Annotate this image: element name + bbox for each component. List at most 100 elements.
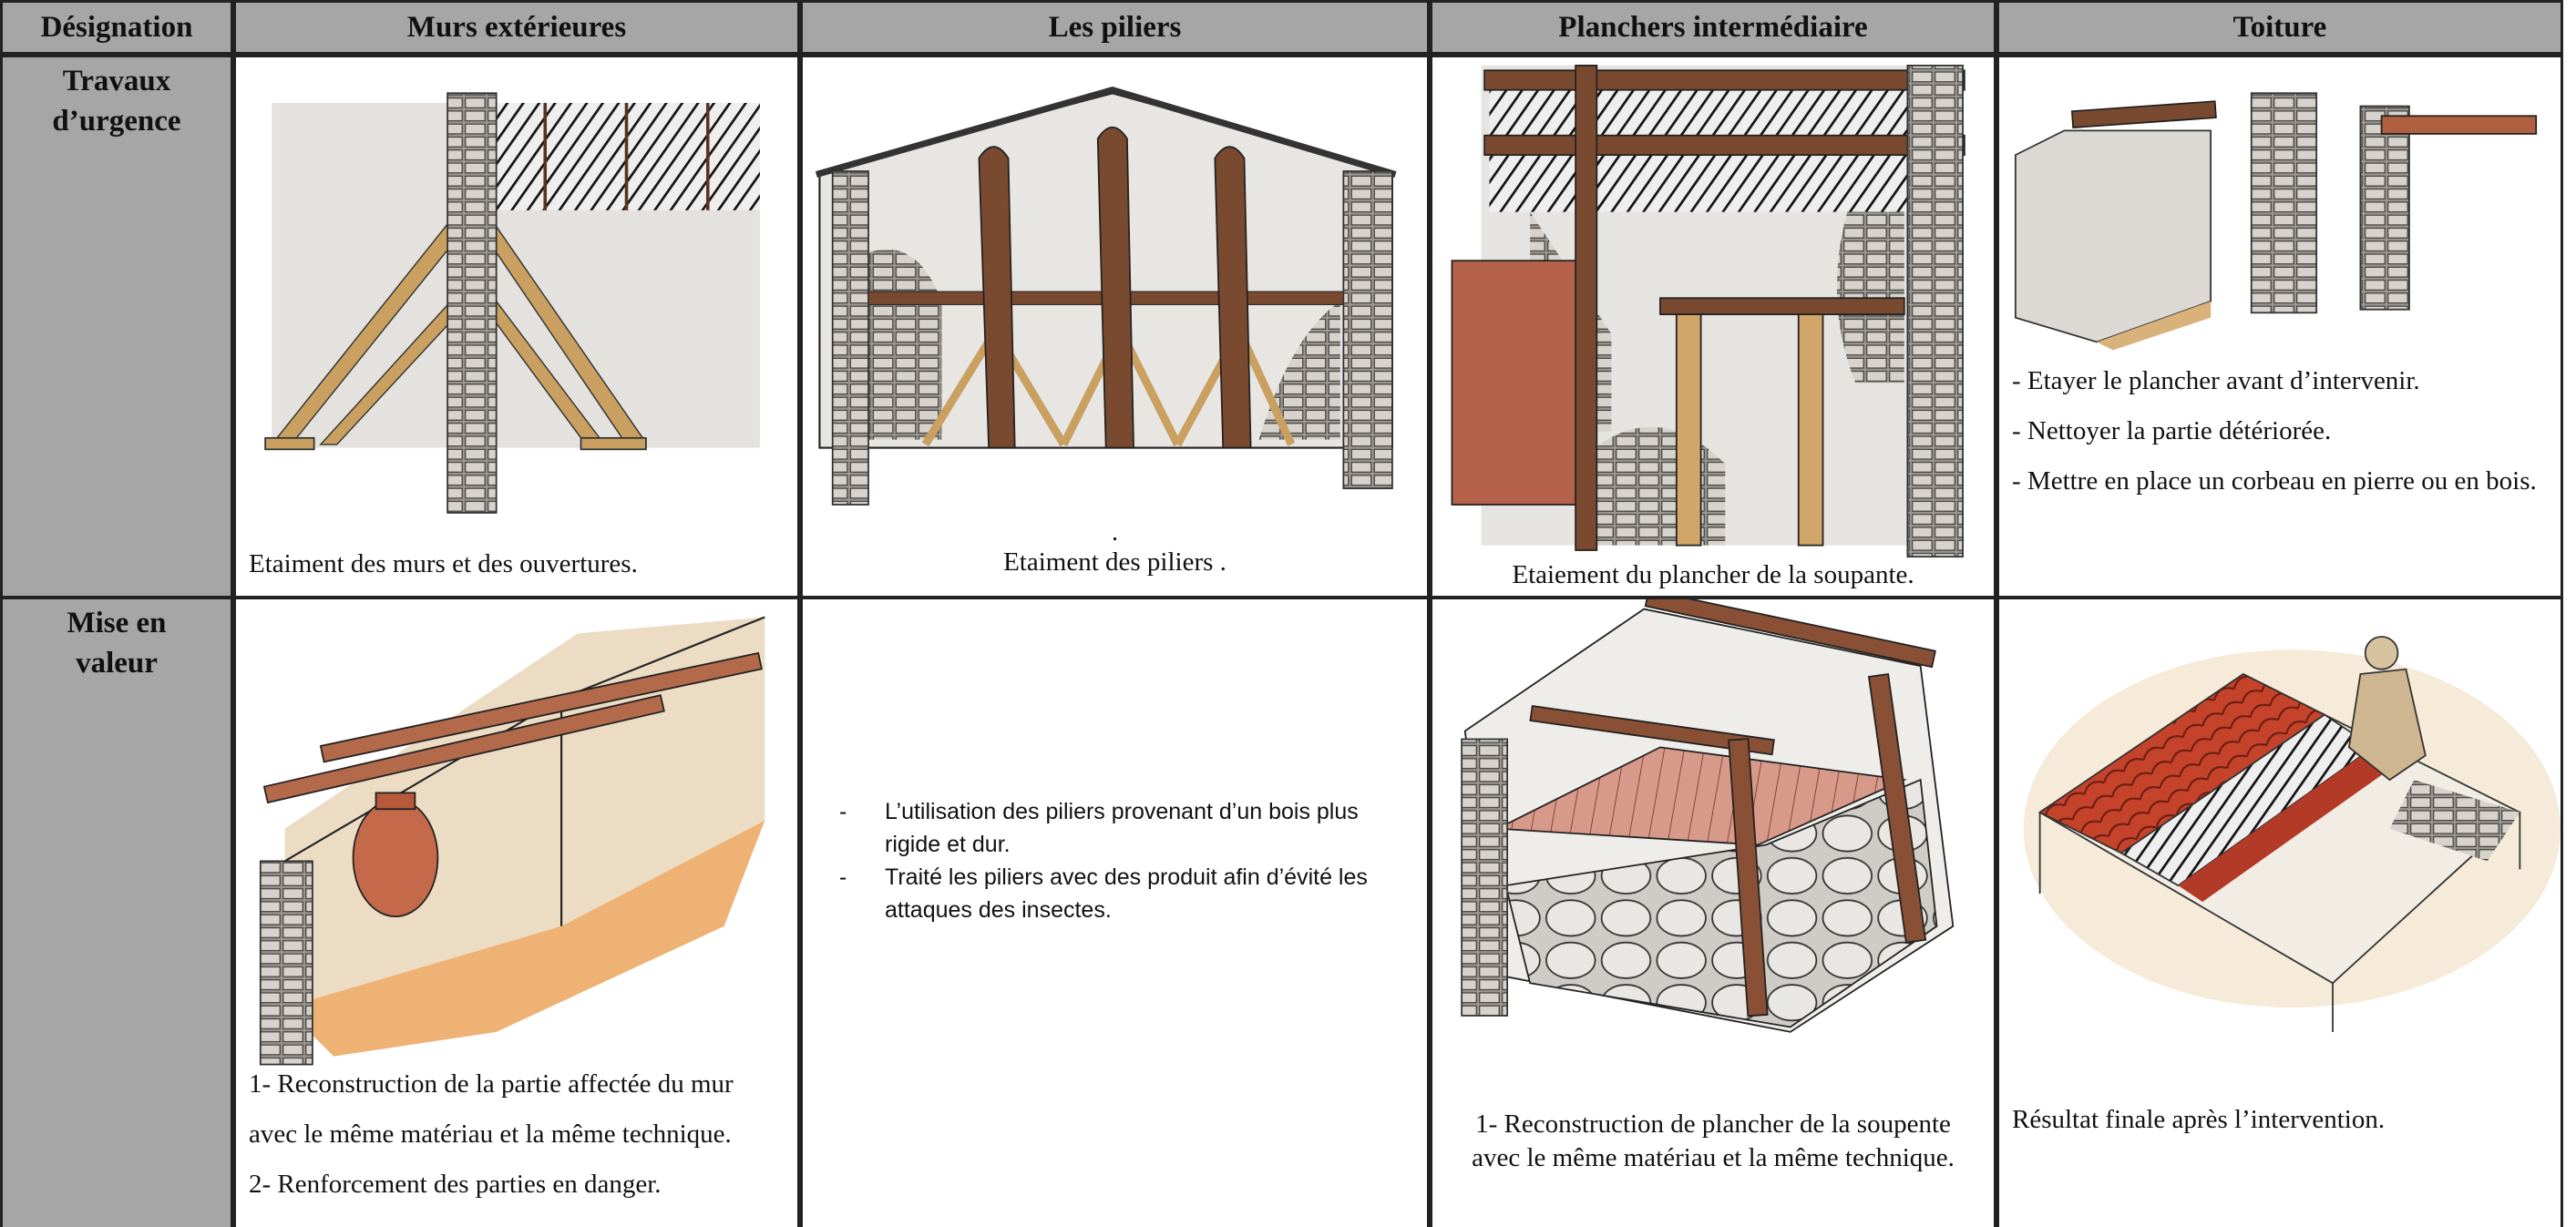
illustration-part	[2347, 668, 2427, 782]
illustration-part	[1797, 313, 1824, 547]
table-cell: Etaiment des murs et des ouvertures.	[233, 55, 800, 598]
illustration-part	[1728, 738, 1769, 1017]
illustration-part	[1659, 297, 1905, 316]
illustration-part	[2097, 301, 2212, 351]
text-line: avec le même matériau et la même techniq…	[249, 1120, 732, 1149]
row-label-line: d’urgence	[52, 105, 181, 138]
illustration-part	[1483, 134, 1965, 157]
table-cell: . Etaiment des piliers .	[800, 55, 1430, 598]
text-line: avec le même matériau et la même techniq…	[1472, 1143, 1955, 1172]
row-label-line: Mise en	[67, 607, 167, 639]
row-label: Travaux d’urgence	[0, 55, 233, 598]
header-text: Toiture	[2232, 10, 2327, 44]
text-line: 1- Reconstruction de la partie affectée …	[249, 1069, 734, 1099]
illustration-part	[2389, 780, 2520, 862]
bullet-text: L’utilisation des piliers provenant d’un…	[885, 799, 1359, 857]
illustration-part	[1489, 89, 1913, 136]
illustration-part	[1258, 301, 1340, 440]
header-text: Désignation	[40, 10, 193, 44]
text-line: 2- Renforcement des parties en danger.	[249, 1170, 662, 1199]
paragraph: - Nettoyer la partie détériorée.	[2012, 416, 2332, 445]
paragraph: - Mettre en place un corbeau en pierre o…	[2012, 466, 2537, 496]
illustration-part	[2380, 115, 2538, 135]
bullet-marker: -	[839, 799, 847, 824]
illustration-part	[1451, 260, 1580, 506]
caption: Etaiment des murs et des ouvertures.	[249, 549, 638, 578]
bullet-item: - Traité les piliers avec des produit afi…	[839, 861, 1413, 926]
illustration-part	[1575, 65, 1598, 551]
caption: Etaiment des piliers .	[1003, 547, 1226, 577]
illustration-part	[1644, 599, 1936, 669]
header-cell: Désignation	[0, 0, 233, 55]
text-lines: 1- Reconstruction de plancher de la soup…	[1432, 1108, 1994, 1175]
bullet-text: Traité les piliers avec des produit afin…	[885, 864, 1368, 923]
illustration-part	[2070, 100, 2217, 128]
illustration-part	[262, 694, 665, 804]
illustration	[1461, 599, 1955, 1033]
header-cell: Les piliers	[800, 0, 1430, 55]
row-label-line: valeur	[76, 647, 158, 680]
caption: Résultat finale après l’intervention.	[2012, 1105, 2386, 1134]
header-text: Planchers intermédiaire	[1558, 10, 1868, 44]
header-cell: Toiture	[1996, 0, 2563, 55]
illustration	[259, 616, 765, 1066]
illustration-part	[259, 860, 313, 1066]
illustration-part	[1483, 69, 1965, 91]
illustration-part	[831, 170, 869, 506]
illustration	[815, 86, 1397, 506]
illustration-part	[375, 792, 416, 811]
header-text: Murs extérieures	[406, 10, 627, 44]
illustration-part	[2364, 636, 2399, 670]
illustration-part	[1096, 126, 1134, 449]
text-line: 1- Reconstruction de plancher de la soup…	[1475, 1109, 1951, 1139]
table-cell: 1- Reconstruction de la partie affectée …	[233, 597, 800, 1227]
illustration-part	[446, 92, 498, 514]
illustration-part	[1504, 778, 1938, 1028]
row-label: Mise en valeur	[0, 597, 233, 1227]
illustration-part	[1906, 65, 1964, 558]
illustration-part	[2038, 812, 2521, 1032]
illustration-part	[815, 86, 1397, 178]
table-cell: - L’utilisation des piliers provenant d’u…	[800, 597, 1430, 1227]
illustration-part	[580, 436, 647, 451]
illustration-part	[264, 436, 315, 451]
bullet-list: - L’utilisation des piliers provenant d’u…	[839, 795, 1413, 926]
illustration-part	[1529, 705, 1775, 756]
illustration-part	[1489, 155, 1913, 212]
illustration-part	[1461, 738, 1509, 1017]
illustration	[264, 92, 760, 514]
illustration	[1451, 65, 1965, 558]
illustration-part	[284, 820, 765, 1057]
header-cell: Planchers intermédiaire	[1430, 0, 1996, 55]
illustration-part	[352, 798, 439, 917]
header-cell: Murs extérieures	[233, 0, 800, 55]
illustration-part	[1214, 146, 1252, 449]
illustration-part	[978, 146, 1016, 449]
header-text: Les piliers	[1048, 10, 1182, 44]
row-label-line: Travaux	[62, 65, 171, 97]
table-cell: 1- Reconstruction de plancher de la soup…	[1430, 597, 1996, 1227]
paragraph-block: - Etayer le plancher avant d’intervenir.…	[2012, 356, 2548, 506]
illustration-part	[2178, 747, 2398, 903]
illustration-part	[1867, 673, 1927, 944]
caption-mark: .	[1111, 517, 1119, 547]
illustration-part	[1494, 746, 1908, 846]
paragraph: - Etayer le plancher avant d’intervenir.	[2012, 366, 2420, 395]
table-cell: Etaiement du plancher de la soupante.	[1430, 55, 1996, 598]
illustration-part	[319, 651, 763, 763]
illustration-part	[2250, 92, 2318, 314]
bullet-marker: -	[839, 864, 847, 890]
caption: Etaiement du plancher de la soupante.	[1512, 560, 1914, 589]
table-cell: - Etayer le plancher avant d’intervenir.…	[1996, 55, 2563, 598]
bullet-item: - L’utilisation des piliers provenant d’u…	[839, 795, 1413, 861]
illustration	[2023, 636, 2561, 1032]
text-lines: 1- Reconstruction de la partie affectée …	[249, 1059, 734, 1210]
illustration-part	[1342, 170, 1393, 490]
illustration-part	[921, 328, 1296, 447]
illustration	[2014, 92, 2538, 351]
illustration-part	[1675, 313, 1702, 547]
illustration-part	[2359, 105, 2410, 311]
illustration-part	[2014, 129, 2212, 343]
table-cell: Résultat finale après l’intervention.	[1996, 597, 2563, 1227]
